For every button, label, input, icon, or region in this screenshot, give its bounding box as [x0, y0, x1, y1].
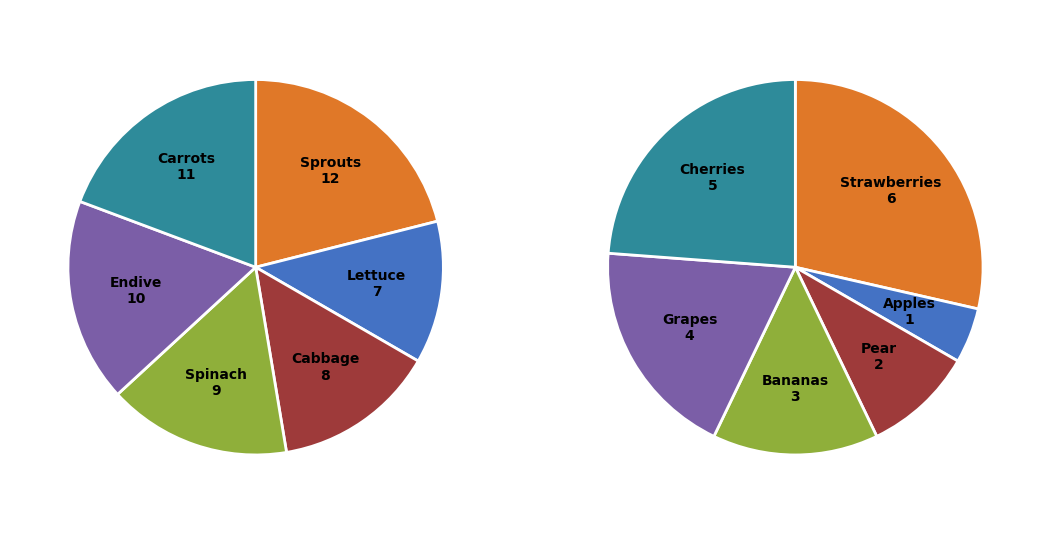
Wedge shape [714, 267, 877, 455]
Wedge shape [796, 79, 983, 309]
Wedge shape [68, 202, 255, 395]
Wedge shape [255, 79, 437, 267]
Text: Strawberries
6: Strawberries 6 [840, 176, 942, 206]
Wedge shape [80, 79, 255, 267]
Text: Spinach
9: Spinach 9 [185, 368, 247, 398]
Text: Sprouts
12: Sprouts 12 [300, 156, 362, 186]
Wedge shape [796, 267, 978, 361]
Text: Pear
2: Pear 2 [861, 342, 897, 372]
Text: Bananas
3: Bananas 3 [762, 374, 829, 404]
Text: Cabbage
8: Cabbage 8 [291, 353, 359, 382]
Wedge shape [609, 79, 796, 267]
Text: Endive
10: Endive 10 [109, 276, 162, 306]
Text: Apples
1: Apples 1 [883, 296, 935, 327]
Wedge shape [118, 267, 287, 455]
Wedge shape [607, 253, 796, 436]
Text: Lettuce
7: Lettuce 7 [347, 269, 406, 299]
Text: Grapes
4: Grapes 4 [662, 313, 718, 343]
Text: Cherries
5: Cherries 5 [680, 163, 745, 193]
Wedge shape [796, 267, 957, 436]
Wedge shape [255, 221, 444, 361]
Text: Carrots
11: Carrots 11 [158, 152, 215, 182]
Wedge shape [255, 267, 418, 452]
